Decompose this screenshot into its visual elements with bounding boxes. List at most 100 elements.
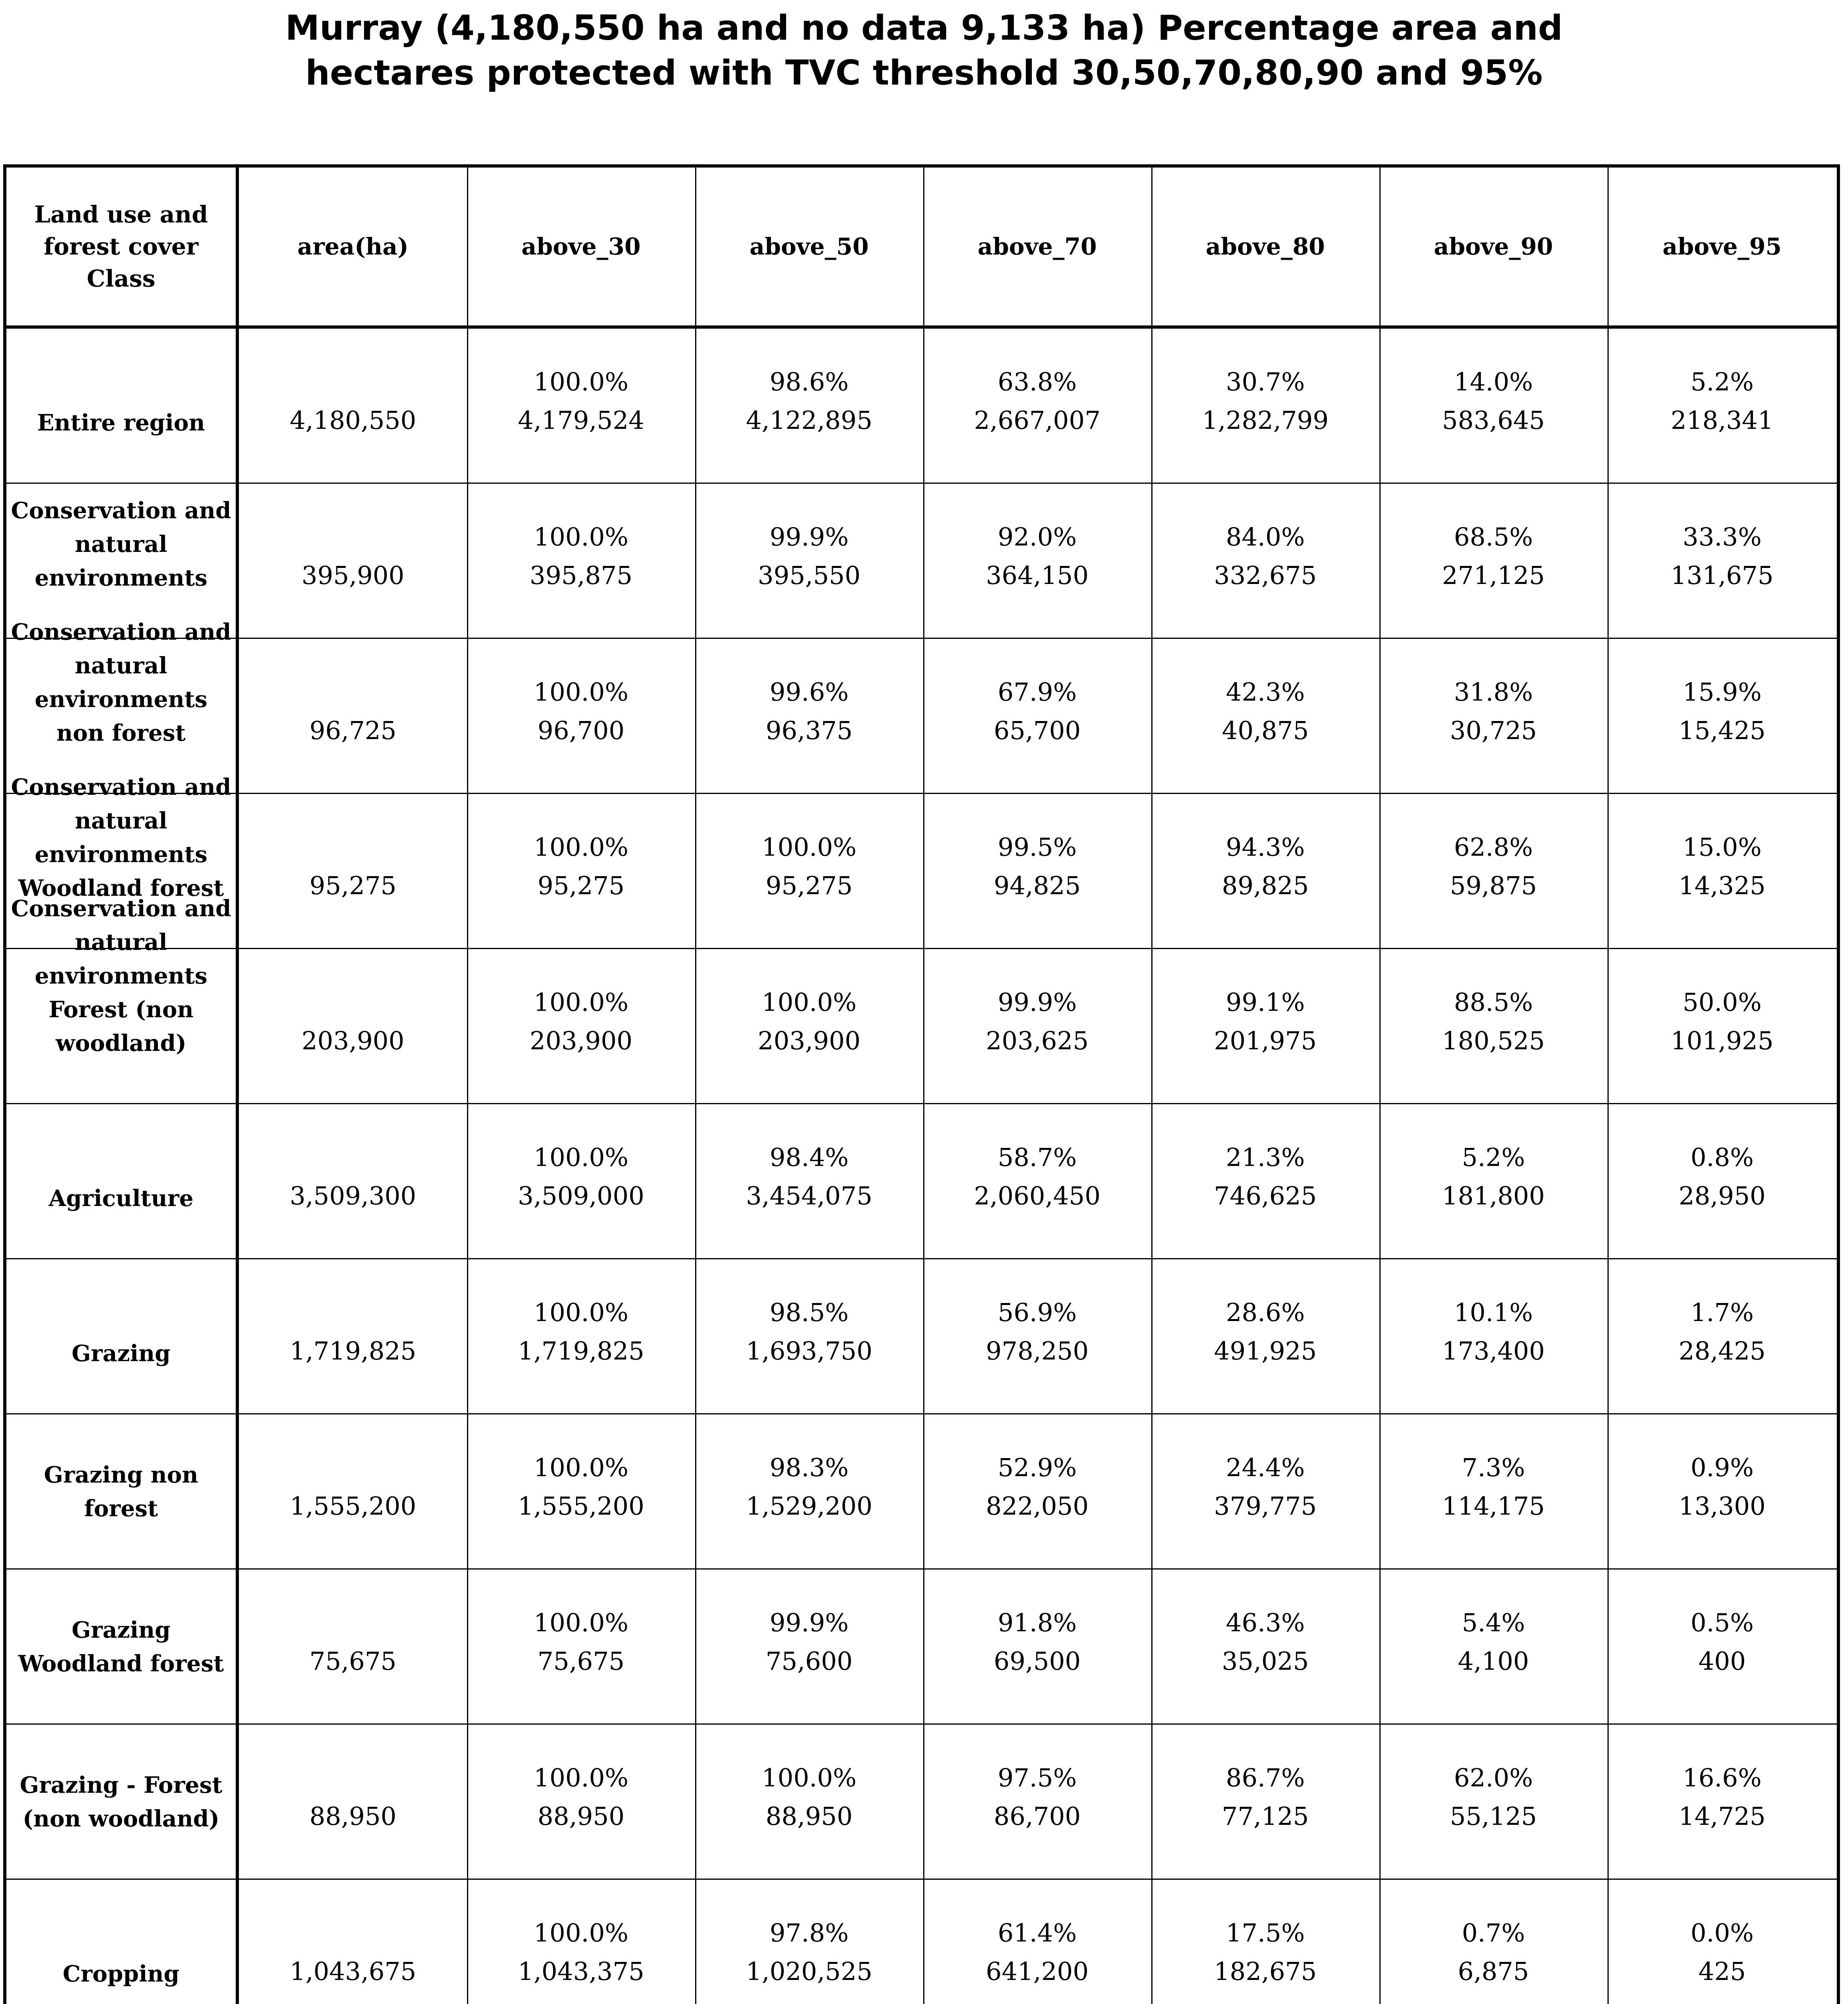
hectares-value: 395,550: [758, 561, 861, 590]
column-header: above_30: [521, 233, 641, 260]
percent-value: 16.6%: [1682, 1763, 1762, 1792]
threshold-values: 100.0% 1,719,825: [467, 1293, 695, 1370]
area-value: 1,719,825: [289, 1336, 417, 1366]
threshold-values: 28.6% 491,925: [1151, 1293, 1379, 1370]
percent-value: 28.6%: [1226, 1298, 1305, 1327]
threshold-cell: 63.8% 2,667,007: [923, 329, 1151, 484]
hectares-value: 75,675: [538, 1646, 625, 1676]
threshold-cell: 15.0% 14,325: [1607, 794, 1837, 949]
threshold-values: 68.5% 271,125: [1379, 518, 1607, 595]
hectares-value: 203,625: [986, 1026, 1089, 1055]
threshold-values: 99.6% 96,375: [695, 673, 923, 750]
percent-value: 100.0%: [534, 832, 629, 862]
threshold-cell: 99.6% 96,375: [695, 639, 923, 794]
threshold-values: 5.2% 181,800: [1379, 1138, 1607, 1215]
threshold-values: 63.8% 2,667,007: [923, 363, 1151, 440]
row-label: Agriculture: [49, 1185, 194, 1212]
threshold-cell: 68.5% 271,125: [1379, 484, 1607, 639]
threshold-values: 100.0% 95,275: [695, 828, 923, 905]
threshold-values: 0.7% 6,875: [1379, 1914, 1607, 1991]
percent-value: 97.5%: [998, 1763, 1077, 1792]
row-label: Conservation and natural environments Fo…: [11, 895, 231, 1057]
threshold-values: 33.3% 131,675: [1607, 518, 1837, 595]
threshold-cell: 91.8% 69,500: [923, 1570, 1151, 1725]
row-label-cell: Grazing - Forest (non woodland): [6, 1725, 236, 1880]
hectares-value: 114,175: [1442, 1491, 1545, 1521]
row-separator: [6, 1879, 1837, 1880]
row-label-cell: Grazing Woodland forest: [6, 1570, 236, 1725]
threshold-values: 0.8% 28,950: [1607, 1138, 1837, 1215]
threshold-values: 99.9% 395,550: [695, 518, 923, 595]
threshold-values: 61.4% 641,200: [923, 1914, 1151, 1991]
hectares-value: 271,125: [1442, 561, 1545, 590]
hectares-value: 180,525: [1442, 1026, 1545, 1055]
hectares-value: 1,282,799: [1202, 406, 1329, 435]
percent-value: 100.0%: [534, 1298, 629, 1327]
area-cell: 1,043,675: [239, 1880, 467, 2004]
threshold-cell: 100.0% 95,275: [695, 794, 923, 949]
threshold-cell: 99.1% 201,975: [1151, 949, 1379, 1104]
percent-value: 56.9%: [998, 1298, 1077, 1327]
title-line-1: Murray (4,180,550 ha and no data 9,133 h…: [285, 8, 1563, 48]
percent-value: 88.5%: [1454, 988, 1533, 1017]
threshold-cell: 50.0% 101,925: [1607, 949, 1837, 1104]
hectares-value: 3,509,000: [518, 1181, 645, 1210]
threshold-values: 30.7% 1,282,799: [1151, 363, 1379, 440]
row-separator: [6, 948, 1837, 949]
threshold-cell: 16.6% 14,725: [1607, 1725, 1837, 1880]
column-header: above_70: [977, 233, 1097, 260]
percent-value: 99.6%: [770, 677, 849, 707]
row-separator: [6, 1413, 1837, 1414]
hectares-value: 978,250: [986, 1336, 1089, 1366]
row-label: Grazing Woodland forest: [18, 1617, 224, 1677]
threshold-cell: 33.3% 131,675: [1607, 484, 1837, 639]
percent-value: 99.5%: [998, 832, 1077, 862]
area-cell: 75,675: [239, 1570, 467, 1725]
area-cell: 1,719,825: [239, 1259, 467, 1414]
hectares-value: 14,725: [1678, 1802, 1766, 1831]
hectares-value: 28,950: [1678, 1181, 1766, 1210]
percent-value: 98.4%: [770, 1143, 849, 1172]
hectares-value: 95,275: [538, 871, 625, 900]
threshold-cell: 24.4% 379,775: [1151, 1414, 1379, 1570]
hectares-value: 746,625: [1214, 1181, 1317, 1210]
hectares-value: 96,700: [538, 716, 625, 745]
hectares-value: 131,675: [1670, 561, 1774, 590]
threshold-cell: 99.5% 94,825: [923, 794, 1151, 949]
hectares-value: 182,675: [1214, 1957, 1317, 1986]
percent-value: 0.9%: [1690, 1453, 1754, 1482]
hectares-value: 40,875: [1222, 716, 1309, 745]
row-label-cell: Conservation and natural environments no…: [6, 619, 236, 794]
threshold-values: 10.1% 173,400: [1379, 1293, 1607, 1370]
threshold-values: 86.7% 77,125: [1151, 1759, 1379, 1836]
threshold-cell: 100.0% 96,700: [467, 639, 695, 794]
row-label: Grazing: [71, 1340, 171, 1367]
percent-value: 100.0%: [534, 522, 629, 552]
title-line-2: hectares protected with TVC threshold 30…: [305, 53, 1543, 93]
threshold-values: 98.6% 4,122,895: [695, 363, 923, 440]
hectares-value: 30,725: [1450, 716, 1537, 745]
threshold-cell: 5.4% 4,100: [1379, 1570, 1607, 1725]
threshold-cell: 5.2% 218,341: [1607, 329, 1837, 484]
percent-value: 7.3%: [1462, 1453, 1525, 1482]
area-value: 1,555,200: [289, 1491, 417, 1521]
threshold-values: 5.2% 218,341: [1607, 363, 1837, 440]
threshold-cell: 100.0% 203,900: [695, 949, 923, 1104]
threshold-values: 99.9% 75,600: [695, 1604, 923, 1681]
hectares-value: 77,125: [1222, 1802, 1309, 1831]
percent-value: 50.0%: [1682, 988, 1762, 1017]
percent-value: 42.3%: [1226, 677, 1305, 707]
hectares-value: 59,875: [1450, 871, 1537, 900]
row-label-cell: Grazing non forest: [6, 1414, 236, 1570]
threshold-cell: 100.0% 1,719,825: [467, 1259, 695, 1414]
percent-value: 61.4%: [998, 1918, 1077, 1947]
hectares-value: 2,060,450: [974, 1181, 1101, 1210]
row-label: Entire region: [37, 410, 205, 436]
threshold-cell: 56.9% 978,250: [923, 1259, 1151, 1414]
area-value: 95,275: [309, 871, 396, 900]
threshold-values: 100.0% 75,675: [467, 1604, 695, 1681]
threshold-cell: 86.7% 77,125: [1151, 1725, 1379, 1880]
hectares-value: 94,825: [994, 871, 1081, 900]
threshold-cell: 100.0% 395,875: [467, 484, 695, 639]
hectares-value: 822,050: [986, 1491, 1089, 1521]
